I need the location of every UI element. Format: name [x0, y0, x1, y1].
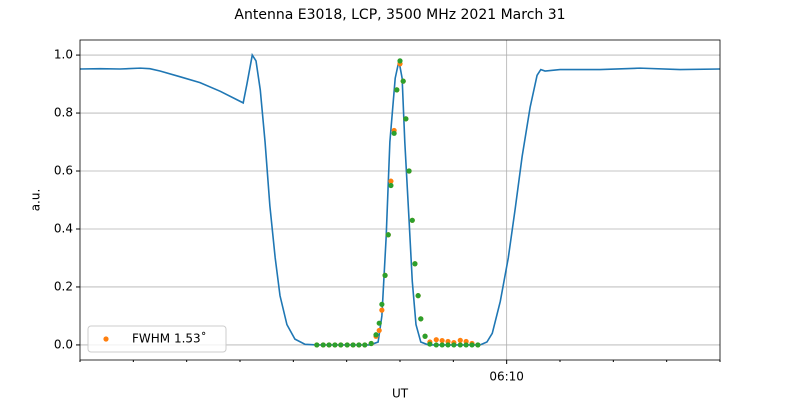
data-point — [338, 342, 344, 348]
data-point — [388, 182, 394, 189]
data-point — [320, 342, 326, 348]
data-point — [433, 342, 439, 348]
x-axis-label: UT — [392, 387, 409, 400]
data-point — [397, 58, 403, 64]
data-point — [445, 342, 451, 348]
y-tick-label: 0.2 — [54, 279, 73, 293]
data-point — [439, 342, 445, 348]
data-point — [376, 320, 382, 326]
data-point — [457, 337, 463, 343]
data-point — [344, 342, 350, 348]
data-point — [350, 342, 356, 348]
y-axis-label: a.u. — [29, 189, 43, 212]
data-point — [475, 342, 481, 348]
data-point — [379, 307, 385, 313]
data-point — [385, 232, 391, 238]
data-point — [451, 342, 457, 348]
data-point — [332, 342, 338, 348]
data-point — [433, 337, 439, 343]
data-point — [409, 217, 415, 223]
data-point — [469, 342, 475, 348]
data-point — [314, 342, 320, 348]
x-tick-label: 06:10 — [489, 370, 524, 384]
data-point — [406, 168, 412, 174]
legend-box — [87, 325, 227, 353]
data-point — [400, 78, 406, 84]
y-tick-label: 0.8 — [54, 106, 73, 120]
data-point — [412, 261, 418, 267]
data-point — [457, 342, 463, 348]
data-line — [80, 52, 720, 346]
y-tick-label: 1.0 — [54, 48, 73, 62]
data-point — [422, 333, 428, 339]
legend-label: FWHM 1.53˚ — [132, 331, 207, 346]
data-point — [368, 340, 374, 347]
data-point — [415, 293, 421, 299]
legend-marker — [103, 336, 109, 342]
data-point — [427, 341, 433, 347]
data-point — [376, 327, 382, 334]
data-point — [439, 337, 445, 344]
data-point — [326, 342, 332, 348]
data-point — [403, 116, 409, 122]
y-tick-label: 0.0 — [54, 337, 73, 351]
data-point — [379, 301, 385, 307]
data-point — [362, 342, 368, 348]
data-point — [356, 342, 362, 348]
data-point — [373, 332, 379, 338]
chart-title: Antenna E3018, LCP, 3500 MHz 2021 March … — [234, 7, 565, 23]
axes-frame — [79, 39, 721, 361]
data-point — [382, 272, 388, 278]
data-point — [391, 130, 397, 136]
data-point — [463, 342, 469, 348]
data-point — [394, 87, 400, 93]
y-tick-label: 0.6 — [54, 164, 73, 178]
y-tick-label: 0.4 — [54, 221, 73, 235]
data-point — [388, 178, 394, 184]
data-point — [418, 316, 424, 322]
